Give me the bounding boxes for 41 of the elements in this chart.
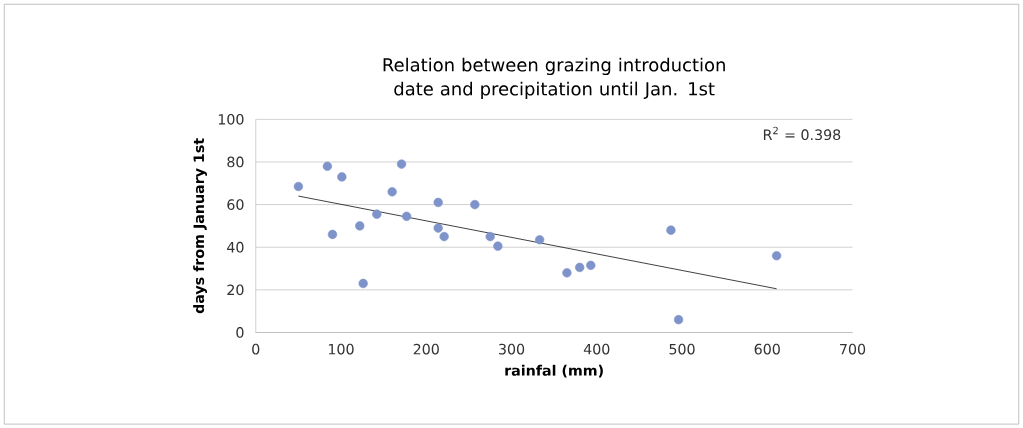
point <box>396 159 407 169</box>
point <box>355 221 365 231</box>
y-tick-label: 100 <box>218 113 244 125</box>
y-tick-label: 40 <box>227 241 244 253</box>
point <box>293 181 304 191</box>
y-tick-label: 0 <box>236 326 244 338</box>
point <box>562 267 572 278</box>
x-tick-label: 0 <box>252 343 260 355</box>
point <box>485 231 495 242</box>
point <box>534 234 545 245</box>
point <box>586 260 596 270</box>
x-tick-label: 300 <box>499 343 525 355</box>
chart-title: Relation between grazing introduction date and precipitation until Jan. 1st <box>383 57 725 99</box>
point <box>673 314 684 325</box>
point <box>387 186 397 197</box>
y-tick-label: 60 <box>227 199 244 210</box>
point <box>327 229 338 239</box>
point <box>322 161 333 171</box>
x-tick-label: 700 <box>840 343 866 355</box>
x-axis-title: rainfal (mm) <box>505 364 603 378</box>
x-tick-label: 500 <box>669 343 695 355</box>
y-axis-title: days from January 1st <box>193 138 208 314</box>
point <box>337 172 347 182</box>
x-tick-label: 600 <box>754 343 780 355</box>
point <box>439 231 449 242</box>
x-tick-label: 400 <box>583 343 610 355</box>
x-tick-label: 100 <box>329 343 354 355</box>
point <box>470 199 480 210</box>
x-tick-label: 200 <box>413 343 439 355</box>
annotation: R$^{2}$ = 0.398 <box>763 126 841 140</box>
point <box>372 209 382 219</box>
y-tick-label: 80 <box>227 156 244 168</box>
point <box>402 211 412 221</box>
point <box>433 197 443 207</box>
point <box>433 223 443 233</box>
point <box>575 262 585 272</box>
point <box>358 278 368 288</box>
y-tick-label: 20 <box>227 284 244 296</box>
point <box>771 250 782 261</box>
point <box>666 225 676 235</box>
point <box>493 241 503 251</box>
